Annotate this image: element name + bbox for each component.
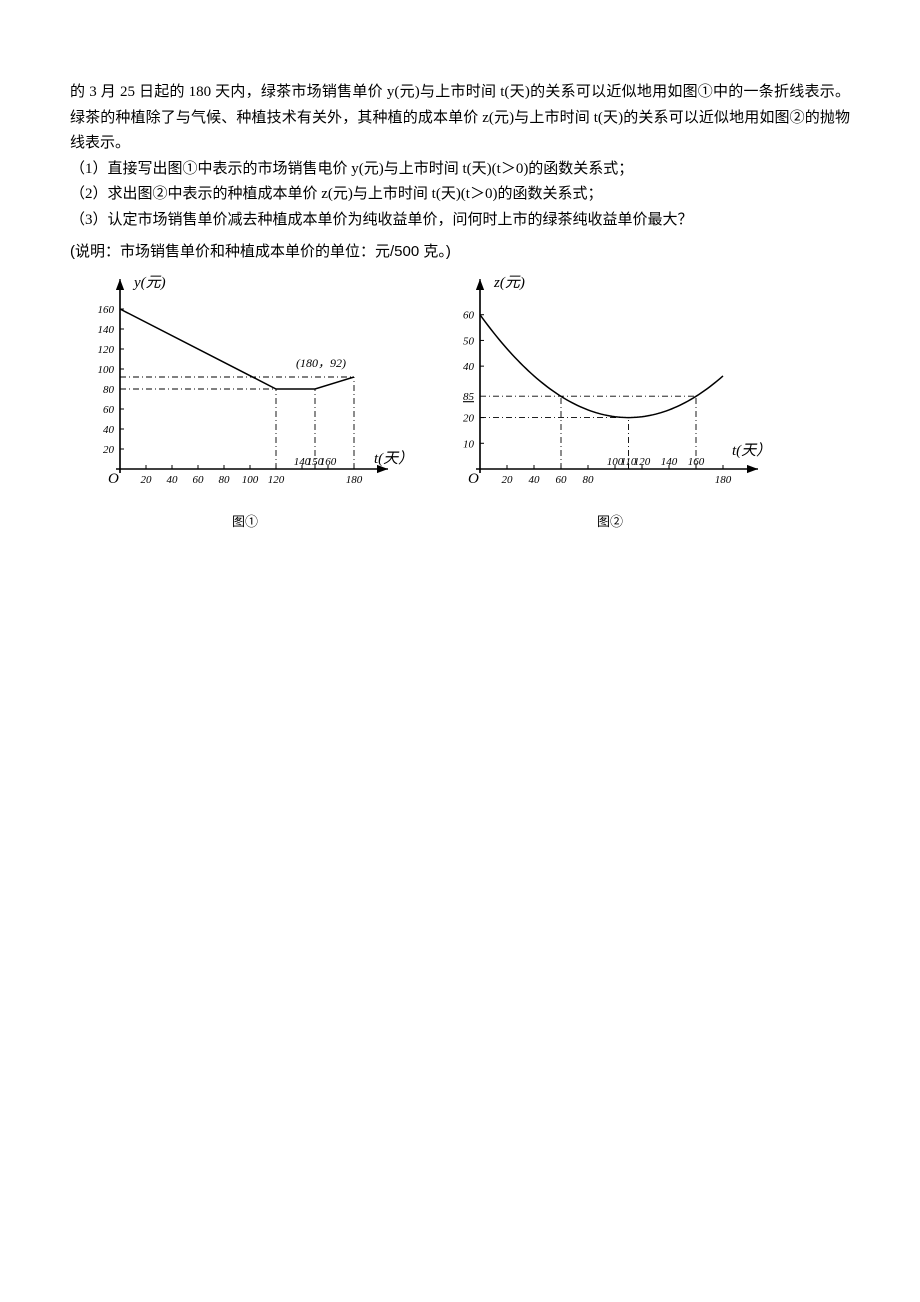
- page: 的 3 月 25 日起的 180 天内，绿茶市场销售单价 y(元)与上市时间 t…: [0, 0, 920, 573]
- svg-text:(180，92): (180，92): [296, 356, 346, 370]
- svg-text:180: 180: [715, 474, 732, 486]
- chart2-wrap: O10204050608520406080100110120140160180z…: [430, 269, 790, 533]
- svg-text:y(元): y(元): [132, 275, 166, 291]
- question-1: （1）直接写出图①中表示的市场销售电价 y(元)与上市时间 t(天)(t＞0)的…: [70, 157, 850, 183]
- svg-text:20: 20: [141, 474, 153, 486]
- svg-text:t(天）: t(天）: [374, 450, 413, 467]
- svg-text:t(天）: t(天）: [732, 442, 771, 459]
- svg-text:O: O: [468, 471, 479, 487]
- svg-text:80: 80: [219, 474, 231, 486]
- svg-text:60: 60: [463, 309, 475, 321]
- svg-text:60: 60: [193, 474, 205, 486]
- svg-text:80: 80: [583, 474, 595, 486]
- paragraph-context: 的 3 月 25 日起的 180 天内，绿茶市场销售单价 y(元)与上市时间 t…: [70, 80, 850, 157]
- svg-text:60: 60: [103, 404, 115, 416]
- chart1-wrap: O204060801001201401602040608010012014015…: [70, 269, 420, 533]
- svg-text:O: O: [108, 471, 119, 487]
- svg-text:140: 140: [661, 456, 678, 468]
- svg-text:z(元): z(元): [493, 275, 525, 291]
- svg-text:160: 160: [688, 456, 705, 468]
- svg-text:160: 160: [320, 456, 337, 468]
- svg-text:20: 20: [103, 444, 115, 456]
- chart2-caption: 图②: [597, 511, 623, 533]
- question-3: （3）认定市场销售单价减去种植成本单价为纯收益单价，问何时上市的绿茶纯收益单价最…: [70, 208, 850, 234]
- svg-text:10: 10: [463, 438, 475, 450]
- chart1-svg: O204060801001201401602040608010012014015…: [70, 269, 420, 509]
- svg-text:50: 50: [463, 335, 475, 347]
- svg-text:40: 40: [529, 474, 541, 486]
- chart1-caption: 图①: [232, 511, 258, 533]
- svg-text:20: 20: [502, 474, 514, 486]
- note-explanation: (说明：市场销售单价和种植成本单价的单位：元/500 克。): [70, 239, 850, 265]
- svg-text:120: 120: [268, 474, 285, 486]
- charts-row: O204060801001201401602040608010012014015…: [70, 269, 850, 533]
- svg-text:40: 40: [167, 474, 179, 486]
- svg-text:80: 80: [103, 384, 115, 396]
- svg-text:40: 40: [463, 361, 475, 373]
- question-2: （2）求出图②中表示的种植成本单价 z(元)与上市时间 t(天)(t＞0)的函数…: [70, 182, 850, 208]
- svg-text:140: 140: [98, 324, 115, 336]
- svg-text:60: 60: [556, 474, 568, 486]
- svg-text:120: 120: [634, 456, 651, 468]
- svg-text:160: 160: [98, 304, 115, 316]
- svg-text:180: 180: [346, 474, 363, 486]
- svg-text:20: 20: [463, 412, 475, 424]
- svg-text:120: 120: [98, 344, 115, 356]
- chart2-svg: O10204050608520406080100110120140160180z…: [430, 269, 790, 509]
- svg-text:40: 40: [103, 424, 115, 436]
- svg-text:100: 100: [98, 364, 115, 376]
- svg-text:85: 85: [463, 391, 475, 403]
- svg-text:100: 100: [242, 474, 259, 486]
